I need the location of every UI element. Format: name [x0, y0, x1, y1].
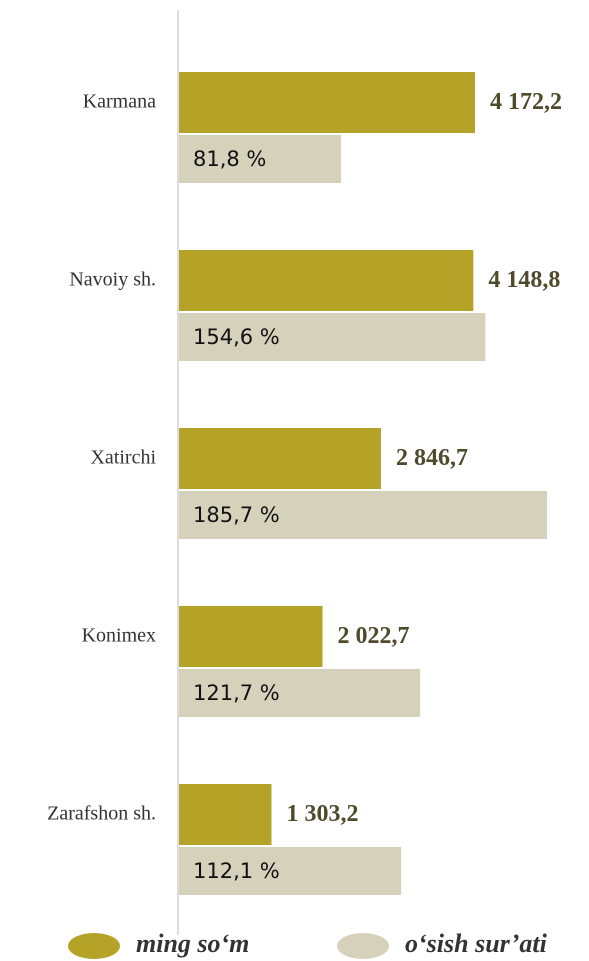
category-label: Konimex — [82, 625, 156, 647]
bar — [179, 847, 402, 895]
bar — [179, 428, 381, 489]
value-label: 4 148,8 — [488, 267, 560, 293]
category-label: Zarafshon sh. — [47, 803, 156, 825]
bar — [179, 669, 421, 717]
bar — [179, 784, 272, 845]
category-label: Xatirchi — [90, 447, 156, 469]
value-label: 1 303,2 — [286, 801, 358, 827]
legend-label: o‘sish sur’ati — [405, 929, 548, 958]
value-label: 185,7 % — [193, 503, 280, 527]
bar — [179, 491, 547, 539]
category-label: Karmana — [83, 91, 156, 113]
bar — [179, 135, 342, 183]
value-label: 154,6 % — [193, 325, 280, 349]
value-label: 2 022,7 — [338, 623, 410, 649]
legend-swatch — [337, 933, 389, 959]
value-label: 2 846,7 — [396, 445, 468, 471]
category-label: Navoiy sh. — [69, 269, 156, 291]
legend-label: ming so‘m — [136, 929, 249, 958]
value-label: 81,8 % — [193, 147, 266, 171]
value-label: 121,7 % — [193, 681, 280, 705]
value-label: 112,1 % — [193, 859, 280, 883]
bar — [179, 606, 323, 667]
bar — [179, 313, 486, 361]
legend-swatch — [68, 933, 120, 959]
bar — [179, 250, 474, 311]
bar — [179, 72, 475, 133]
value-label: 4 172,2 — [490, 89, 562, 115]
